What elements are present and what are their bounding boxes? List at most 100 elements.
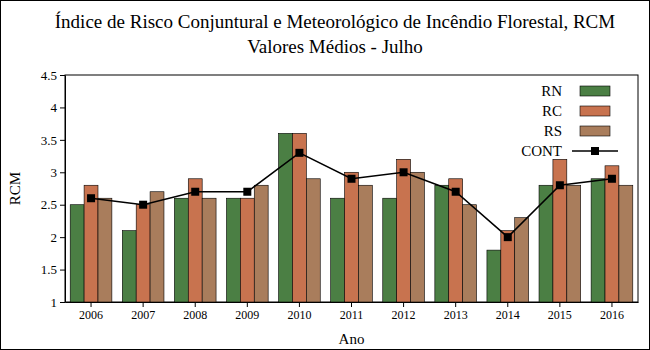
marks [70, 133, 633, 302]
marker [87, 194, 95, 202]
x-tick-mark [559, 302, 560, 307]
legend-label: RC [542, 103, 562, 119]
bar [463, 205, 477, 302]
bar [567, 185, 581, 302]
legend: RN RC RS CONT [521, 83, 618, 159]
x-tick-mark [299, 302, 300, 307]
legend-item: RC [542, 103, 610, 119]
bar [202, 198, 216, 302]
y-tick: 3.5 [41, 133, 65, 148]
plot-frame [65, 75, 638, 302]
bar [174, 198, 188, 302]
bar [487, 250, 501, 302]
marker [608, 175, 616, 183]
marker [139, 201, 147, 209]
x-axis-title: Ano [339, 331, 365, 347]
legend-marker [591, 147, 599, 155]
marker [191, 188, 199, 196]
y-tick-label: 1.5 [41, 262, 57, 277]
bar [515, 218, 529, 302]
bar [358, 185, 372, 302]
legend-item: CONT [521, 143, 618, 159]
y-tick-mark [60, 172, 65, 173]
y-tick-mark [60, 107, 65, 108]
x-tick-label: 2006 [79, 308, 103, 322]
bar [397, 159, 411, 302]
x-tick: 2008 [183, 302, 207, 322]
legend-swatch [580, 106, 610, 116]
x-tick: 2007 [131, 302, 155, 322]
bar [449, 179, 463, 302]
y-tick-mark [60, 140, 65, 141]
x-tick-label: 2010 [287, 308, 311, 322]
bar [331, 198, 345, 302]
y-tick-label: 2.5 [41, 197, 57, 212]
x-tick-mark [143, 302, 144, 307]
bar [411, 172, 425, 302]
x-tick-label: 2015 [548, 308, 572, 322]
x-tick: 2013 [444, 302, 468, 322]
bar [84, 185, 98, 302]
bar [150, 192, 164, 302]
x-tick-label: 2011 [340, 308, 364, 322]
x-tick-mark [247, 302, 248, 307]
x-tick: 2016 [600, 302, 624, 322]
y-tick-label: 4.5 [41, 68, 57, 83]
x-tick-mark [91, 302, 92, 307]
bar [254, 185, 268, 302]
x-tick-mark [507, 302, 508, 307]
title: Índice de Risco Conjuntural e Meteorológ… [55, 11, 615, 32]
bar [345, 172, 359, 302]
x-tick-mark [455, 302, 456, 307]
y-tick: 4.5 [41, 68, 65, 83]
bar [188, 179, 202, 302]
y-tick-mark [60, 237, 65, 238]
legend-swatch [580, 86, 610, 96]
y-tick: 2.5 [41, 197, 65, 212]
marker [556, 181, 564, 189]
y-tick-mark [60, 270, 65, 271]
x-tick: 2009 [235, 302, 259, 322]
y-tick-mark [60, 302, 65, 303]
bar [136, 205, 150, 302]
bar [501, 231, 515, 302]
bar [591, 179, 605, 302]
y-tick-label: 1 [51, 295, 58, 310]
x-tick-label: 2009 [235, 308, 259, 322]
y-tick-mark [60, 75, 65, 76]
plot: 11.522.533.544.5200620072008200920102011… [41, 68, 639, 322]
legend-label: RN [541, 83, 562, 99]
marker [504, 233, 512, 241]
bar [306, 179, 320, 302]
x-tick-label: 2007 [131, 308, 155, 322]
x-axis: 2006200720082009201020112012201320142015… [66, 302, 639, 322]
x-tick-mark [195, 302, 196, 307]
x-tick: 2006 [79, 302, 103, 322]
marker [452, 188, 460, 196]
x-tick: 2015 [548, 302, 572, 322]
legend-label: CONT [521, 143, 562, 159]
bar [226, 198, 240, 302]
x-tick-label: 2016 [600, 308, 624, 322]
bar [553, 159, 567, 302]
y-tick: 1.5 [41, 262, 65, 277]
legend-label: RS [544, 123, 562, 139]
x-tick: 2011 [340, 302, 364, 322]
legend-item: RS [544, 123, 610, 139]
bar [98, 198, 112, 302]
line [91, 153, 612, 237]
y-axis-line [65, 76, 66, 303]
y-axis: 11.522.533.544.5 [41, 68, 66, 310]
legend-swatch [580, 126, 610, 136]
subtitle: Valores Médios - Julho [247, 36, 423, 57]
y-tick-label: 2 [51, 230, 58, 245]
x-tick-mark [351, 302, 352, 307]
x-tick-mark [611, 302, 612, 307]
bar [70, 205, 84, 302]
y-tick: 4 [51, 100, 66, 115]
outer-frame [1, 1, 650, 350]
bar [240, 198, 254, 302]
bar [122, 231, 136, 302]
bar [619, 185, 633, 302]
x-tick-label: 2014 [496, 308, 520, 322]
